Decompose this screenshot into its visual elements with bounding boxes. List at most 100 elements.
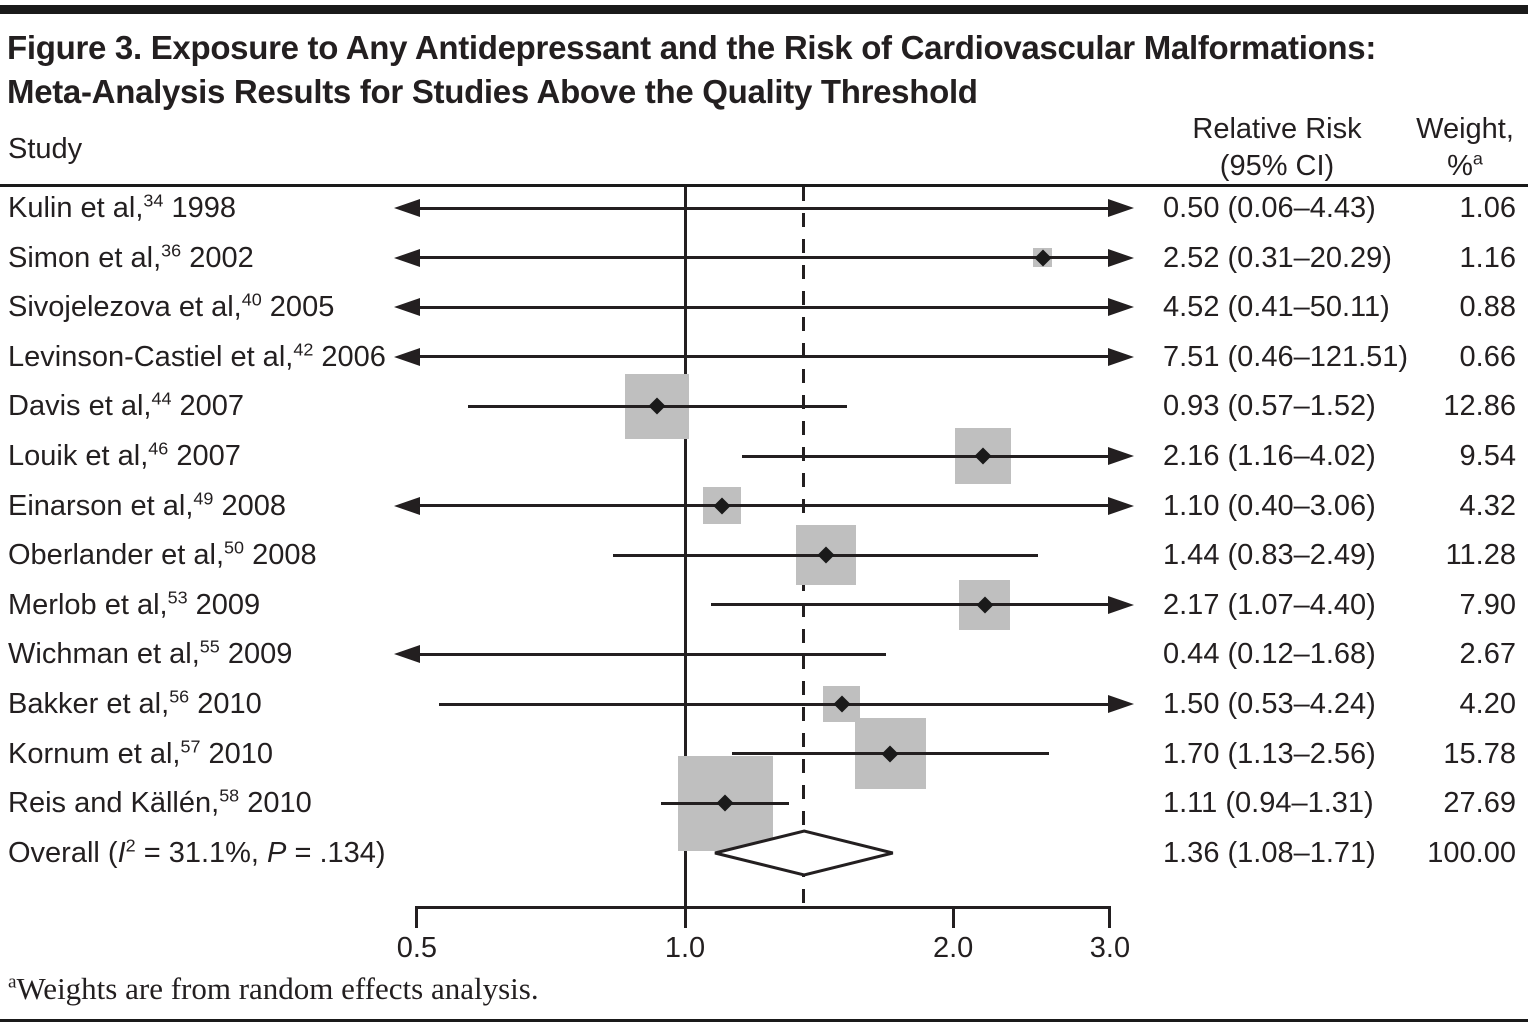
column-header-rr-line1: Relative Risk — [1192, 113, 1362, 145]
relative-risk-value: 2.17 (1.07–4.40) — [1163, 588, 1376, 621]
ci-arrow-left — [394, 248, 420, 267]
x-axis-tick-label: 3.0 — [1089, 932, 1131, 964]
weight-value: 1.16 — [1459, 241, 1516, 274]
weight-value: 7.90 — [1459, 588, 1516, 621]
relative-risk-value: 1.50 (0.53–4.24) — [1163, 688, 1376, 720]
study-label: Merlob et al,53 2009 — [8, 587, 261, 621]
x-axis-tick-label: 2.0 — [932, 932, 974, 964]
header-rule — [0, 184, 1528, 187]
footnote-text: Weights are from random effects analysis… — [16, 971, 539, 1006]
study-reference-number: 53 — [167, 587, 188, 608]
weight-value: 27.69 — [1443, 787, 1516, 820]
ci-arrow-left — [394, 298, 420, 317]
weight-value: 4.32 — [1459, 489, 1516, 522]
overall-diamond — [714, 829, 893, 877]
confidence-interval-line — [412, 305, 1116, 309]
study-reference-number: 44 — [151, 388, 172, 409]
study-label: Sivojelezova et al,40 2005 — [8, 289, 335, 324]
confidence-interval-line — [412, 206, 1116, 210]
column-header-rr-line2: (95% CI) — [1219, 150, 1335, 182]
weight-value: 0.88 — [1459, 291, 1516, 324]
weight-footnote-marker: a — [1472, 148, 1483, 169]
ci-arrow-right — [1108, 199, 1134, 217]
x-axis-tick-label: 0.5 — [396, 932, 438, 964]
figure-title-line-2: Meta-Analysis Results for Studies Above … — [7, 73, 978, 110]
reference-line-rr-1 — [683, 187, 687, 912]
column-header-weight-line1: Weight, — [1416, 113, 1514, 145]
confidence-interval-line — [412, 355, 1116, 359]
ci-arrow-right — [1108, 298, 1134, 317]
footnote-marker: a — [8, 971, 17, 993]
column-header-study: Study — [8, 133, 83, 165]
study-label: Levinson-Castiel et al,42 2006 — [8, 339, 386, 373]
study-reference-number: 40 — [241, 289, 262, 310]
study-label: Kornum et al,57 2010 — [8, 735, 274, 770]
relative-risk-value: 0.50 (0.06–4.43) — [1163, 192, 1376, 224]
x-axis-line — [415, 906, 1112, 909]
relative-risk-value: 7.51 (0.46–121.51) — [1163, 340, 1409, 373]
study-label: Davis et al,44 2007 — [8, 388, 245, 423]
ci-arrow-right — [1108, 595, 1134, 614]
figure-title-line-1: Figure 3. Exposure to Any Antidepressant… — [7, 29, 1377, 66]
study-label: Louik et al,46 2007 — [8, 438, 241, 472]
relative-risk-value: 1.10 (0.40–3.06) — [1163, 489, 1376, 522]
study-reference-number: 34 — [143, 190, 164, 211]
study-reference-number: 49 — [193, 487, 214, 508]
study-reference-number: 55 — [199, 636, 220, 657]
relative-risk-value: 0.44 (0.12–1.68) — [1163, 638, 1376, 671]
relative-risk-value: 2.16 (1.16–4.02) — [1163, 440, 1376, 472]
x-axis-tick — [683, 906, 687, 928]
study-reference-number: 42 — [293, 339, 314, 360]
column-header-weight: Weight, %a — [1412, 111, 1518, 185]
study-reference-number: 36 — [161, 239, 182, 260]
confidence-interval-line — [711, 603, 1116, 607]
figure-footnote: aWeights are from random effects analysi… — [8, 971, 539, 1007]
study-reference-number: 50 — [224, 537, 245, 558]
ci-arrow-left — [394, 645, 420, 664]
overall-relative-risk-value: 1.36 (1.08–1.71) — [1163, 836, 1376, 869]
study-label: Reis and Källén,58 2010 — [8, 785, 312, 820]
weight-value: 1.06 — [1459, 192, 1516, 224]
ci-arrow-left — [394, 347, 420, 366]
relative-risk-value: 2.52 (0.31–20.29) — [1163, 241, 1392, 274]
relative-risk-value: 1.44 (0.83–2.49) — [1163, 539, 1376, 572]
top-rule — [0, 5, 1528, 14]
confidence-interval-line — [412, 504, 1116, 508]
study-reference-number: 57 — [180, 735, 201, 756]
confidence-interval-line — [439, 702, 1116, 706]
ci-arrow-left — [394, 496, 420, 515]
weight-value: 15.78 — [1443, 737, 1516, 770]
ci-arrow-left — [394, 199, 420, 217]
weight-value: 2.67 — [1459, 638, 1516, 671]
ci-arrow-right — [1108, 447, 1134, 465]
study-label: Kulin et al,34 1998 — [8, 190, 236, 224]
x-axis-tick — [951, 906, 955, 928]
overall-label: Overall (I2 = 31.1%, P = .134) — [8, 835, 386, 869]
relative-risk-value: 1.70 (1.13–2.56) — [1163, 737, 1376, 770]
study-label: Wichman et al,55 2009 — [8, 636, 293, 671]
weight-value: 0.66 — [1459, 340, 1516, 373]
weight-value: 11.28 — [1445, 539, 1516, 572]
weight-value: 12.86 — [1443, 390, 1516, 423]
column-header-relative-risk: Relative Risk (95% CI) — [1157, 111, 1397, 185]
study-label: Oberlander et al,50 2008 — [8, 537, 317, 572]
bottom-rule — [0, 1019, 1528, 1022]
ci-arrow-right — [1108, 496, 1134, 515]
study-label: Einarson et al,49 2008 — [8, 487, 286, 522]
x-axis-tick-label: 1.0 — [664, 932, 706, 964]
x-axis-tick — [1108, 906, 1112, 928]
relative-risk-value: 1.11 (0.94–1.31) — [1163, 787, 1374, 820]
ci-arrow-right — [1108, 248, 1134, 267]
confidence-interval-line — [742, 454, 1116, 458]
study-reference-number: 58 — [219, 785, 240, 806]
ci-arrow-right — [1108, 695, 1134, 713]
x-axis-tick — [415, 906, 419, 928]
confidence-interval-line — [412, 652, 886, 656]
study-label: Bakker et al,56 2010 — [8, 686, 262, 720]
study-reference-number: 56 — [169, 686, 190, 707]
overall-weight-value: 100.00 — [1427, 836, 1516, 869]
study-reference-number: 46 — [148, 438, 169, 459]
weight-value: 4.20 — [1459, 688, 1516, 720]
